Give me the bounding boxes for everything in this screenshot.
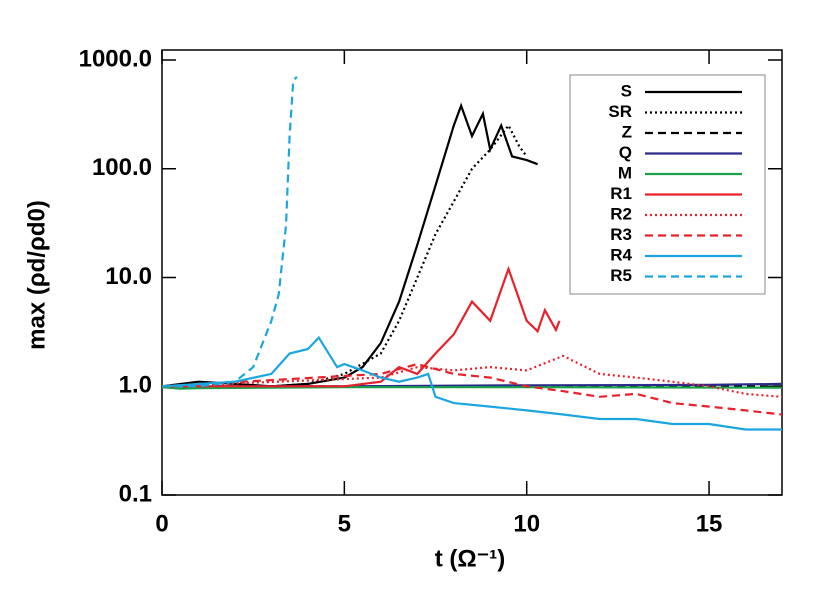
legend-label: R2 [610,204,632,223]
legend-label: R3 [610,225,632,244]
series-line [162,123,528,388]
plot-frame [161,49,783,496]
x-tick-label: 15 [696,510,723,537]
legend-label: R1 [610,184,632,203]
series-line [161,386,783,390]
series-line [161,335,782,431]
legend-label: SR [608,102,632,121]
x-axis-title: t (Ω⁻¹) [435,545,506,572]
series-line [162,76,298,388]
legend-label: S [621,81,632,100]
y-tick-label: 100.0 [92,154,152,181]
legend-label: Z [622,122,632,141]
legend-label: R4 [610,245,632,264]
legend-label: M [618,163,632,182]
series-line [161,354,783,398]
legend-box [569,74,766,295]
legend-label: Q [619,143,632,162]
x-tick-label: 5 [338,510,351,537]
y-tick-label: 1000.0 [79,45,152,72]
series-line [161,362,783,416]
x-tick-label: 10 [513,510,540,537]
legend-label: R5 [610,266,632,285]
y-axis-title: max (ρd/ρd0) [23,200,50,350]
x-tick-label: 0 [155,510,168,537]
y-tick-label: 0.1 [119,480,152,507]
y-tick-label: 1.0 [119,372,152,399]
series-line [161,102,538,388]
y-tick-label: 10.0 [105,263,152,290]
